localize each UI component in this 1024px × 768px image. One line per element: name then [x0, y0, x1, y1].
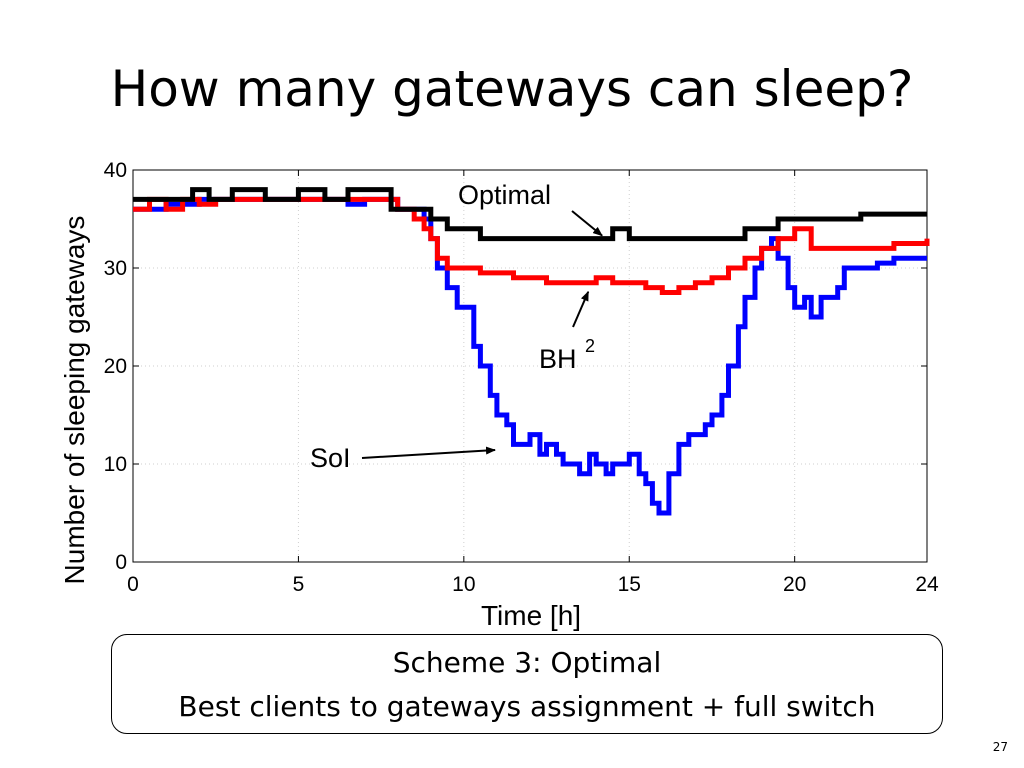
y-tick-label: 30: [104, 257, 127, 280]
y-tick-label: 40: [104, 159, 127, 182]
x-tick-label: 10: [452, 573, 475, 596]
scheme-title: Scheme 3: Optimal: [392, 646, 662, 679]
arrow-soi: [361, 446, 496, 459]
arrow-bh2: [572, 290, 590, 328]
annotation-optimal: Optimal: [458, 180, 551, 210]
annotation-soi: SoI: [310, 443, 351, 473]
x-tick-label: 24: [915, 573, 939, 596]
scheme-description: Best clients to gateways assignment + fu…: [178, 690, 876, 723]
line-chart: 0 5 10 15 20 24 0 10 20 30 40 Optimal BH 2 SoI Time […: [59, 159, 939, 631]
x-axis-label: Time [h]: [481, 600, 581, 631]
y-tick-label: 0: [115, 551, 127, 574]
y-axis-label: Number of sleeping gateways: [59, 216, 90, 585]
scheme-caption-box: Scheme 3: Optimal Best clients to gatewa…: [111, 634, 943, 734]
x-tick-label: 15: [618, 573, 641, 596]
arrow-optimal: [571, 210, 603, 237]
x-tick-label: 0: [127, 573, 139, 596]
slide-title: How many gateways can sleep?: [110, 60, 914, 118]
series-line-soi: [133, 196, 927, 516]
x-tick-label: 5: [293, 573, 305, 596]
chart-grid: [133, 170, 927, 562]
page-number: 27: [992, 740, 1008, 754]
annotation-bh2-superscript: 2: [585, 336, 595, 356]
chart-annotations: Optimal BH 2 SoI: [310, 180, 603, 473]
chart-series: [133, 187, 930, 516]
x-tick-label: 20: [783, 573, 806, 596]
y-tick-label: 10: [104, 453, 127, 476]
chart-ticks: 0 5 10 15 20 24 0 10 20 30 40: [104, 159, 939, 596]
series-line-bh2: [133, 196, 930, 295]
annotation-bh2: BH: [539, 344, 577, 374]
y-tick-label: 20: [104, 355, 127, 378]
series-line-optimal: [133, 187, 927, 242]
